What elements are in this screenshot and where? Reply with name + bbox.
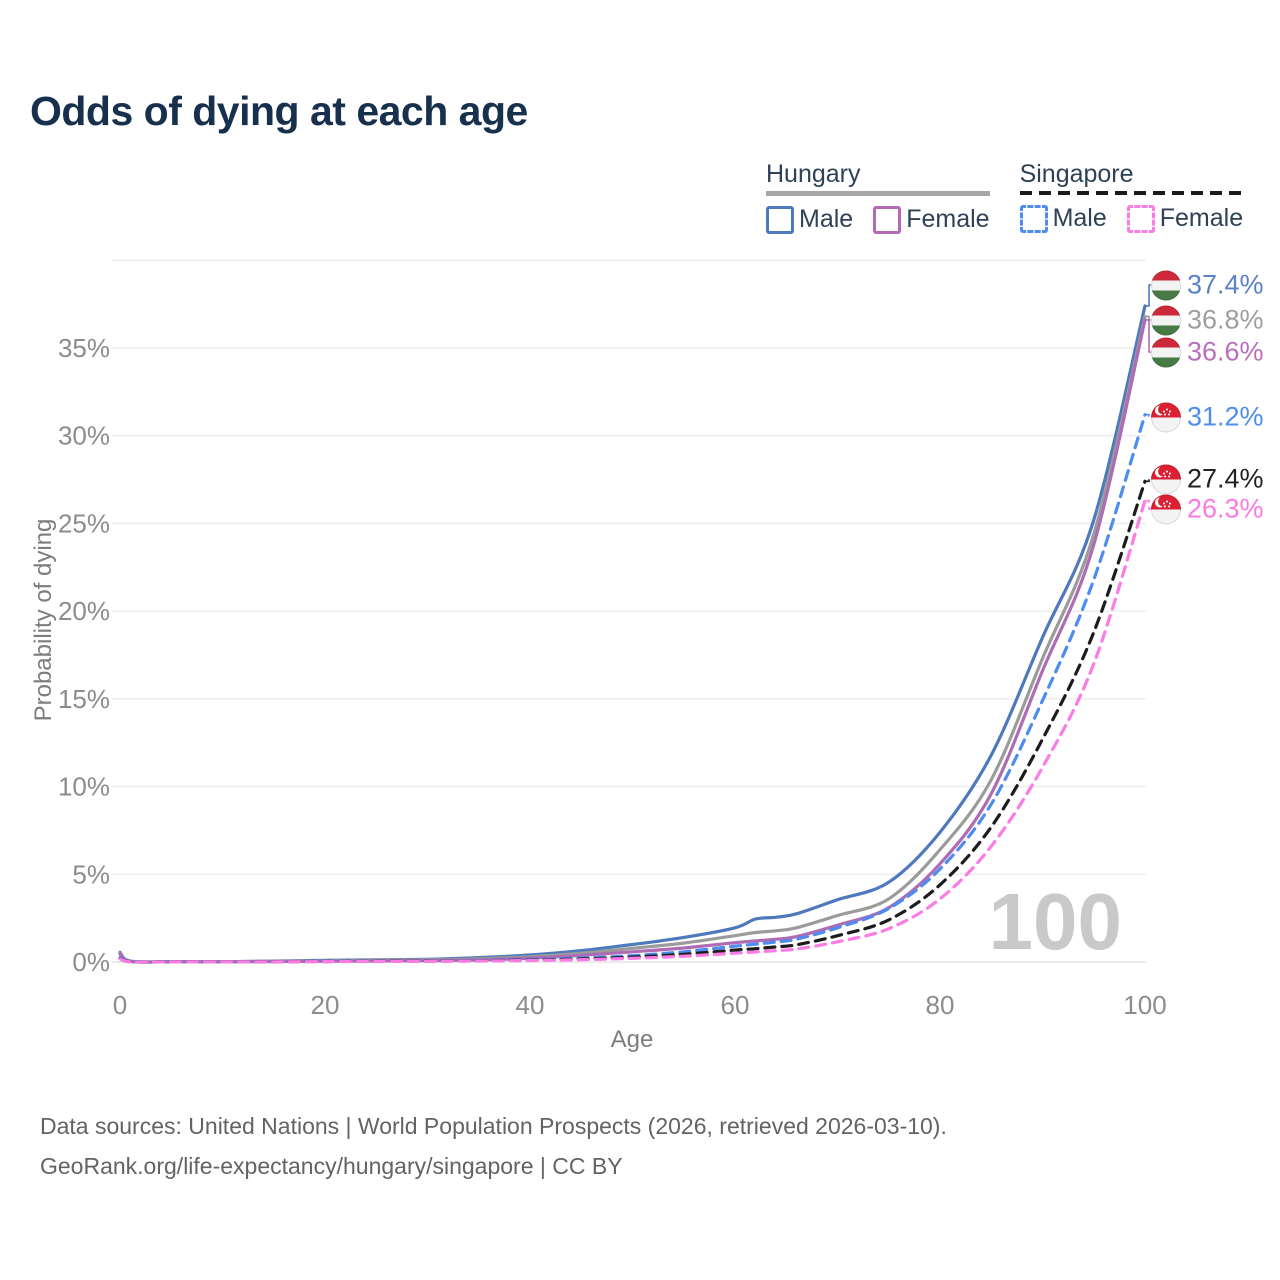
y-tick-10: 10% xyxy=(58,772,110,802)
singapore-male-swatch-icon xyxy=(1019,204,1048,233)
legend-label: Male xyxy=(799,205,854,233)
hungary-male-swatch-icon xyxy=(766,205,794,234)
singapore-female-swatch-icon xyxy=(1126,204,1155,233)
legend-country-singapore: Singapore xyxy=(1019,160,1134,188)
end-value: 37.4% xyxy=(1187,269,1264,300)
end-value: 26.3% xyxy=(1187,493,1264,524)
singapore-stars-icon xyxy=(1166,408,1168,410)
series-hungary-male[interactable] xyxy=(118,304,1147,964)
x-tick-20: 20 xyxy=(311,990,340,1020)
singapore-flag-icon xyxy=(1151,464,1181,494)
y-tick-20: 20% xyxy=(58,596,110,626)
page-title: Odds of dying at each age xyxy=(30,88,528,134)
singapore-flag-icon xyxy=(1151,494,1181,524)
data-source-footer: Data sources: United Nations | World Pop… xyxy=(40,1106,947,1186)
x-tick-80: 80 xyxy=(926,990,955,1020)
x-tick-0: 0 xyxy=(113,990,127,1020)
end-value: 36.6% xyxy=(1187,336,1264,367)
singapore-stars-icon xyxy=(1166,470,1168,472)
legend-label: Female xyxy=(1159,204,1244,232)
legend-item-singapore-female[interactable]: Female xyxy=(1126,204,1244,233)
end-value: 27.4% xyxy=(1187,463,1264,494)
end-label-hungary-female: 36.6% xyxy=(1151,337,1264,368)
y-tick-30: 30% xyxy=(58,421,110,451)
singapore-flag-icon xyxy=(1151,402,1181,432)
hungary-flag-icon xyxy=(1151,337,1181,367)
leader-hungary-male xyxy=(1146,284,1152,307)
legend-label: Female xyxy=(906,205,990,233)
leader-singapore-total xyxy=(1146,478,1152,483)
end-label-singapore-male: 31.2% xyxy=(1151,402,1264,433)
legend-label: Male xyxy=(1052,204,1107,232)
singapore-dashed-line-icon xyxy=(1019,191,1244,195)
y-tick-15: 15% xyxy=(58,684,110,714)
series-hungary-total[interactable] xyxy=(118,314,1147,964)
y-tick-5: 5% xyxy=(72,859,110,889)
leader-hungary-female xyxy=(1146,319,1152,353)
hungary-solid-line-icon xyxy=(766,191,990,196)
leader-singapore-female xyxy=(1146,499,1152,510)
end-label-hungary-male: 37.4% xyxy=(1151,270,1264,301)
x-tick-100: 100 xyxy=(1123,990,1166,1020)
series-singapore-female[interactable] xyxy=(118,499,1147,964)
legend-group-hungary: Hungary Male Female xyxy=(766,160,990,234)
y-axis-label: Probability of dying xyxy=(30,518,57,722)
y-tick-0: 0% xyxy=(72,947,110,977)
legend: Hungary Male Female Singapore xyxy=(766,160,1244,234)
y-tick-35: 35% xyxy=(58,333,110,363)
end-value: 36.8% xyxy=(1187,304,1264,335)
x-axis-label: Age xyxy=(610,1026,654,1053)
end-label-hungary-total: 36.8% xyxy=(1151,305,1264,336)
legend-item-hungary-male[interactable]: Male xyxy=(766,205,853,234)
legend-item-singapore-male[interactable]: Male xyxy=(1019,204,1107,233)
legend-group-singapore: Singapore Male Female xyxy=(1019,160,1244,234)
footer-line-2: GeoRank.org/life-expectancy/hungary/sing… xyxy=(40,1153,623,1179)
hungary-flag-icon xyxy=(1151,270,1181,300)
leader-singapore-male xyxy=(1146,413,1152,418)
x-tick-40: 40 xyxy=(516,990,545,1020)
end-value: 31.2% xyxy=(1187,401,1264,432)
series-hungary-female[interactable] xyxy=(118,318,1147,964)
footer-line-1: Data sources: United Nations | World Pop… xyxy=(40,1113,947,1139)
legend-item-hungary-female[interactable]: Female xyxy=(873,205,990,234)
legend-country-hungary: Hungary xyxy=(766,160,861,188)
singapore-stars-icon xyxy=(1166,500,1168,502)
leader-hungary-total xyxy=(1146,315,1152,321)
end-label-singapore-total: 27.4% xyxy=(1151,464,1264,495)
end-label-singapore-female: 26.3% xyxy=(1151,494,1264,525)
y-tick-25: 25% xyxy=(58,508,110,538)
x-tick-60: 60 xyxy=(721,990,750,1020)
hungary-female-swatch-icon xyxy=(873,205,902,234)
hungary-flag-icon xyxy=(1151,305,1181,335)
age-counter-watermark: 100 xyxy=(988,877,1122,966)
